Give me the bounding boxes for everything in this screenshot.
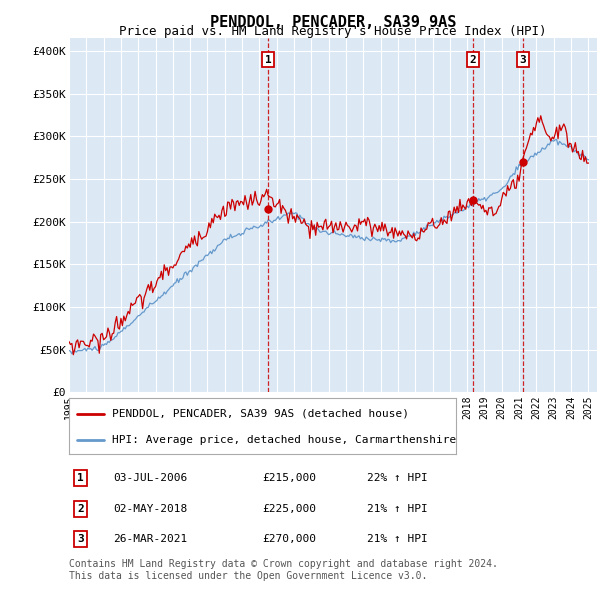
- Text: 21% ↑ HPI: 21% ↑ HPI: [367, 504, 427, 514]
- Text: 2: 2: [470, 55, 476, 65]
- Text: 3: 3: [77, 535, 84, 545]
- Text: £270,000: £270,000: [262, 535, 316, 545]
- Text: PENDDOL, PENCADER, SA39 9AS: PENDDOL, PENCADER, SA39 9AS: [210, 15, 456, 30]
- Text: 2: 2: [77, 504, 84, 514]
- Text: Contains HM Land Registry data © Crown copyright and database right 2024.
This d: Contains HM Land Registry data © Crown c…: [69, 559, 498, 581]
- Text: 3: 3: [520, 55, 526, 65]
- Text: 03-JUL-2006: 03-JUL-2006: [113, 473, 188, 483]
- Text: 21% ↑ HPI: 21% ↑ HPI: [367, 535, 427, 545]
- Text: 1: 1: [77, 473, 84, 483]
- Text: 26-MAR-2021: 26-MAR-2021: [113, 535, 188, 545]
- Text: 22% ↑ HPI: 22% ↑ HPI: [367, 473, 427, 483]
- Text: 1: 1: [265, 55, 271, 65]
- Text: HPI: Average price, detached house, Carmarthenshire: HPI: Average price, detached house, Carm…: [112, 435, 456, 445]
- Text: Price paid vs. HM Land Registry's House Price Index (HPI): Price paid vs. HM Land Registry's House …: [119, 25, 547, 38]
- Text: 02-MAY-2018: 02-MAY-2018: [113, 504, 188, 514]
- Text: £225,000: £225,000: [262, 504, 316, 514]
- Text: PENDDOL, PENCADER, SA39 9AS (detached house): PENDDOL, PENCADER, SA39 9AS (detached ho…: [112, 409, 409, 419]
- Text: £215,000: £215,000: [262, 473, 316, 483]
